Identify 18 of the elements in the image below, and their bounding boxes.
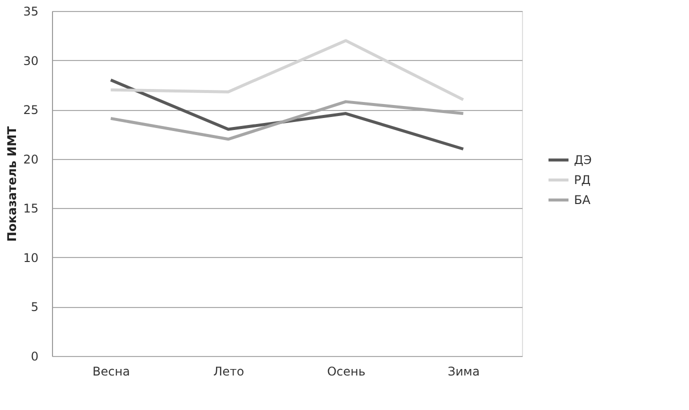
y-tick-label: 10 [23,250,38,265]
x-tick-label: Лето [213,364,244,378]
x-tick-label: Весна [92,364,130,378]
y-tick-label: 15 [23,202,38,216]
line-series [109,78,465,150]
y-tick-label: 0 [30,350,38,364]
line-series [109,39,465,102]
y-tick-label: 25 [23,103,38,118]
y-tick-label: 20 [23,152,38,166]
legend-label: БА [574,193,592,207]
y-tick-label: 5 [30,300,38,314]
y-axis-title: Показатель ИМТ [5,125,20,242]
legend-label: ДЭ [574,153,592,167]
x-tick-label: Осень [327,364,366,378]
legend-label: РД [574,173,591,187]
y-tick-label: 35 [23,4,38,18]
y-tick-label: 30 [23,54,38,68]
x-tick-label: Зима [448,364,480,378]
